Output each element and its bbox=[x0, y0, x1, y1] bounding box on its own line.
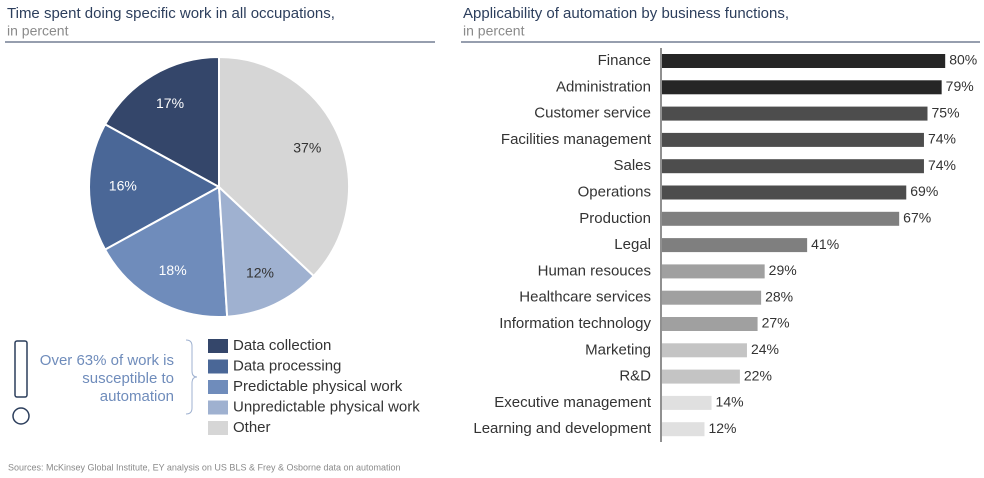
data-label: 75% bbox=[932, 104, 960, 120]
legend-label: Data collection bbox=[233, 337, 331, 354]
data-label: 67% bbox=[903, 210, 931, 226]
y-tick-label: R&D bbox=[619, 368, 651, 385]
bar bbox=[662, 106, 928, 121]
pie-slice bbox=[103, 55, 220, 189]
bar bbox=[662, 422, 705, 437]
y-tick-label: Healthcare services bbox=[519, 289, 651, 306]
data-label: 28% bbox=[765, 288, 793, 304]
source-note: Sources: McKinsey Global Institute, EY a… bbox=[8, 462, 401, 472]
data-label: 74% bbox=[928, 157, 956, 173]
legend-swatch bbox=[208, 339, 228, 353]
annotation: susceptible to bbox=[82, 370, 174, 387]
y-tick-label: Legal bbox=[614, 236, 651, 253]
bar bbox=[662, 54, 946, 68]
bar bbox=[662, 211, 900, 226]
bar bbox=[662, 343, 747, 358]
data-label: 74% bbox=[928, 131, 956, 147]
y-tick-label: Marketing bbox=[585, 341, 651, 358]
data-label: 69% bbox=[910, 183, 938, 199]
y-tick-label: Sales bbox=[613, 157, 651, 174]
y-tick-label: Production bbox=[579, 210, 651, 227]
y-tick-label: Human resouces bbox=[538, 262, 651, 279]
data-label: 24% bbox=[751, 341, 779, 357]
data-label: 18% bbox=[159, 262, 187, 278]
alert-icon bbox=[12, 407, 30, 425]
legend-swatch bbox=[208, 421, 228, 435]
legend-label: Predictable physical work bbox=[233, 378, 403, 395]
bracket bbox=[185, 339, 198, 415]
annotation: automation bbox=[100, 388, 174, 405]
y-tick-label: Finance bbox=[598, 52, 651, 69]
pie-slice bbox=[88, 123, 222, 251]
y-tick-label: Learning and development bbox=[473, 420, 651, 437]
chart-subtitle: in percent bbox=[463, 23, 525, 39]
y-tick-label: Administration bbox=[556, 78, 651, 95]
bar bbox=[662, 80, 942, 95]
data-label: 16% bbox=[109, 178, 137, 194]
annotation: Over 63% of work is bbox=[40, 352, 174, 369]
bar bbox=[662, 132, 924, 147]
bar bbox=[662, 238, 808, 253]
data-label: 80% bbox=[949, 52, 977, 68]
data-label: 79% bbox=[946, 78, 974, 94]
bar bbox=[662, 369, 740, 384]
alert-icon bbox=[14, 340, 28, 398]
data-label: 17% bbox=[156, 95, 184, 111]
legend-label: Unpredictable physical work bbox=[233, 398, 420, 415]
y-tick-label: Customer service bbox=[534, 105, 651, 122]
data-label: 37% bbox=[293, 139, 321, 155]
chart-title: Time spent doing specific work in all oc… bbox=[7, 5, 335, 22]
data-label: 29% bbox=[769, 262, 797, 278]
y-tick-label: Operations bbox=[578, 183, 651, 200]
legend-swatch bbox=[208, 380, 228, 394]
pie-slice bbox=[218, 55, 350, 278]
bar bbox=[662, 159, 924, 174]
legend-label: Other bbox=[233, 419, 271, 436]
y-tick-label: Executive management bbox=[494, 394, 652, 411]
legend-swatch bbox=[208, 359, 228, 374]
bar bbox=[662, 185, 907, 200]
bar bbox=[662, 395, 712, 410]
data-label: 14% bbox=[716, 394, 744, 410]
chart-subtitle: in percent bbox=[7, 23, 69, 39]
legend-swatch bbox=[208, 400, 228, 415]
pie-slice bbox=[103, 185, 229, 318]
chart-title: Applicability of automation by business … bbox=[463, 5, 789, 22]
data-label: 27% bbox=[762, 315, 790, 331]
y-tick-label: Information technology bbox=[499, 315, 651, 332]
legend-label: Data processing bbox=[233, 357, 341, 374]
data-label: 22% bbox=[744, 367, 772, 383]
y-tick-label: Facilities management bbox=[501, 131, 652, 148]
data-label: 12% bbox=[246, 265, 274, 281]
bar bbox=[662, 264, 765, 279]
data-label: 41% bbox=[811, 236, 839, 252]
bar bbox=[662, 290, 762, 305]
bar bbox=[662, 317, 758, 331]
data-label: 12% bbox=[708, 420, 736, 436]
pie-slice bbox=[217, 184, 316, 318]
